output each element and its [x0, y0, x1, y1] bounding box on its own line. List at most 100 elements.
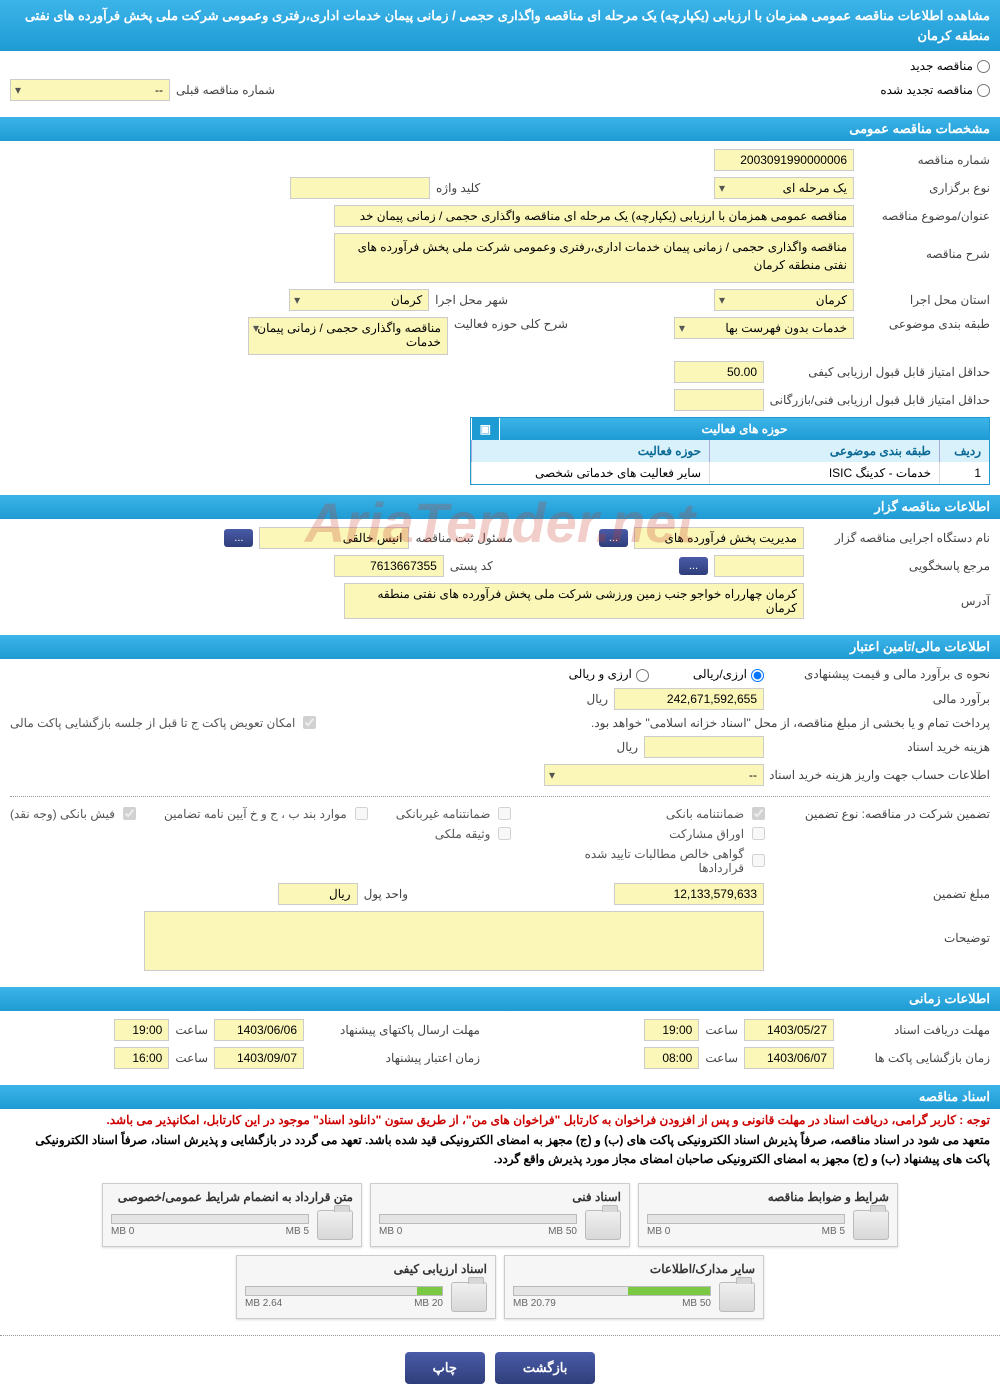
doc-title: اسناد ارزیابی کیفی — [245, 1262, 487, 1276]
category-dropdown[interactable]: خدمات بدون فهرست بها — [674, 317, 854, 339]
keyword-label: کلید واژه — [436, 181, 480, 195]
doc-card[interactable]: سایر مدارک/اطلاعات50 MB20.79 MB — [504, 1255, 764, 1319]
time-label-1: ساعت — [705, 1023, 738, 1037]
page-title: مشاهده اطلاعات مناقصه عمومی همزمان با ار… — [0, 0, 1000, 51]
swap-checkbox[interactable]: امکان تعویض پاکت ج تا قبل از جلسه بازگشا… — [10, 716, 316, 730]
doc-cap: 50 MB — [548, 1226, 577, 1237]
docs-black-note: متعهد می شود در اسناد مناقصه، صرفاً پذیر… — [0, 1131, 1000, 1175]
subject-label: عنوان/موضوع مناقصه — [860, 209, 990, 223]
back-button[interactable]: بازگشت — [495, 1352, 595, 1384]
estimate-currency: ریال — [586, 692, 608, 706]
exec-field: مدیریت پخش فرآورده های — [634, 527, 804, 549]
unit-field: ریال — [278, 883, 358, 905]
radio-renewed-label: مناقصه تجدید شده — [880, 83, 973, 97]
notes-label: توضیحات — [770, 911, 990, 945]
doc-card[interactable]: شرایط و ضوابط مناقصه5 MB0 MB — [638, 1183, 898, 1247]
cb-cash[interactable]: فیش بانکی (وجه نقد) — [10, 807, 136, 821]
method-label: نحوه ی برآورد مالی و قیمت پیشنهادی — [770, 667, 990, 681]
exec-label: نام دستگاه اجرایی مناقصه گزار — [810, 531, 990, 545]
print-button[interactable]: چاپ — [405, 1352, 485, 1384]
fee-account-dropdown[interactable]: -- — [544, 764, 764, 786]
prev-tender-dropdown[interactable]: -- — [10, 79, 170, 101]
validity-date: 1403/09/07 — [214, 1047, 304, 1069]
section-organizer: اطلاعات مناقصه گزار — [0, 495, 1000, 519]
th-act: حوزه فعالیت — [471, 440, 709, 462]
city-dropdown[interactable]: کرمان — [289, 289, 429, 311]
addr-field: کرمان چهارراه خواجو جنب زمین ورزشی شرکت … — [344, 583, 804, 619]
doc-title: اسناد فنی — [379, 1190, 621, 1204]
resp-label: مرجع پاسخگویی — [810, 559, 990, 573]
time-label-3: ساعت — [175, 1023, 208, 1037]
unit-label: واحد پول — [364, 887, 408, 901]
type-dropdown[interactable]: یک مرحله ای — [714, 177, 854, 199]
estimate-field: 242,671,592,655 — [614, 688, 764, 710]
province-dropdown[interactable]: کرمان — [714, 289, 854, 311]
doc-used: 0 MB — [111, 1226, 134, 1237]
open-time: 08:00 — [644, 1047, 699, 1069]
section-docs: اسناد مناقصه — [0, 1085, 1000, 1109]
exec-more-button[interactable]: ... — [599, 529, 628, 547]
docs-red-note: توجه : کاربر گرامی، دریافت اسناد در مهلت… — [0, 1109, 1000, 1131]
doc-progress — [379, 1214, 577, 1224]
section-timing: اطلاعات زمانی — [0, 987, 1000, 1011]
pkg-send-date: 1403/06/06 — [214, 1019, 304, 1041]
reg-more-button[interactable]: ... — [224, 529, 253, 547]
folder-icon — [317, 1210, 353, 1240]
addr-label: آدرس — [810, 594, 990, 608]
doc-used: 2.64 MB — [245, 1298, 282, 1309]
doc-used: 0 MB — [647, 1226, 670, 1237]
resp-field — [714, 555, 804, 577]
tender-no-label: شماره مناقصه — [860, 153, 990, 167]
folder-icon — [585, 1210, 621, 1240]
table-collapse-icon[interactable]: ▣ — [471, 418, 499, 440]
method-opt1[interactable]: ارزی/ریالی — [693, 667, 764, 681]
cb-bonds[interactable]: اوراق مشارکت — [539, 827, 765, 841]
doc-title: شرایط و ضوابط مناقصه — [647, 1190, 889, 1204]
doc-used: 20.79 MB — [513, 1298, 556, 1309]
tender-mode-block: مناقصه جدید مناقصه تجدید شده شماره مناقص… — [0, 51, 1000, 115]
doc-card[interactable]: اسناد ارزیابی کیفی20 MB2.64 MB — [236, 1255, 496, 1319]
doc-used: 0 MB — [379, 1226, 402, 1237]
cb-nonbank[interactable]: ضمانتنامه غیربانکی — [396, 807, 512, 821]
cb-clauses[interactable]: موارد بند ب ، ج و خ آیین نامه تضامین — [164, 807, 368, 821]
doc-deadline-label: مهلت دریافت اسناد — [840, 1023, 990, 1037]
open-date: 1403/06/07 — [744, 1047, 834, 1069]
province-label: استان محل اجرا — [860, 293, 990, 307]
city-label: شهر محل اجرا — [435, 293, 508, 307]
min-quality-label: حداقل امتیاز قابل قبول ارزیابی کیفی — [770, 365, 990, 379]
min-tech — [674, 389, 764, 411]
doc-deadline-date: 1403/05/27 — [744, 1019, 834, 1041]
cell-n: 1 — [939, 462, 989, 484]
cb-property[interactable]: وثیقه ملکی — [396, 827, 512, 841]
pkg-send-time: 19:00 — [114, 1019, 169, 1041]
reg-field: انیس خالقی — [259, 527, 409, 549]
cell-cat: خدمات - کدینگ ISIC — [709, 462, 939, 484]
open-label: زمان بازگشایی پاکت ها — [840, 1051, 990, 1065]
th-row: ردیف — [939, 440, 989, 462]
time-label-4: ساعت — [175, 1051, 208, 1065]
doc-card[interactable]: متن قرارداد به انضمام شرایط عمومی/خصوصی5… — [102, 1183, 362, 1247]
folder-icon — [451, 1282, 487, 1312]
keyword-field[interactable] — [290, 177, 430, 199]
activity-dropdown[interactable]: مناقصه واگذاری حجمی / زمانی پیمان خدمات — [248, 317, 448, 355]
doc-card[interactable]: اسناد فنی 50 MB 0 MB — [370, 1183, 630, 1247]
radio-renewed[interactable]: مناقصه تجدید شده — [880, 83, 990, 97]
doc-progress — [245, 1286, 443, 1296]
radio-new-label: مناقصه جدید — [910, 59, 973, 73]
activity-table: حوزه های فعالیت ▣ ردیف طبقه بندی موضوعی … — [470, 417, 990, 485]
cb-bank-guarantee[interactable]: ضمانتنامه بانکی — [539, 807, 765, 821]
resp-more-button[interactable]: ... — [679, 557, 708, 575]
doc-progress — [111, 1214, 309, 1224]
doc-cap: 50 MB — [682, 1298, 711, 1309]
method-opt2[interactable]: ارزی و ریالی — [569, 667, 649, 681]
min-quality: 50.00 — [674, 361, 764, 383]
doc-progress — [513, 1286, 711, 1296]
category-label: طبقه بندی موضوعی — [860, 317, 990, 331]
cb-receivables[interactable]: گواهی خالص مطالبات تایید شده قراردادها — [539, 847, 765, 875]
notes-field — [144, 911, 764, 971]
pkg-send-label: مهلت ارسال پاکتهای پیشنهاد — [310, 1023, 480, 1037]
post-label: کد پستی — [450, 559, 493, 573]
guarantee-amt: 12,133,579,633 — [614, 883, 764, 905]
radio-new[interactable]: مناقصه جدید — [910, 59, 990, 73]
guarantee-amt-label: مبلغ تضمین — [770, 887, 990, 901]
